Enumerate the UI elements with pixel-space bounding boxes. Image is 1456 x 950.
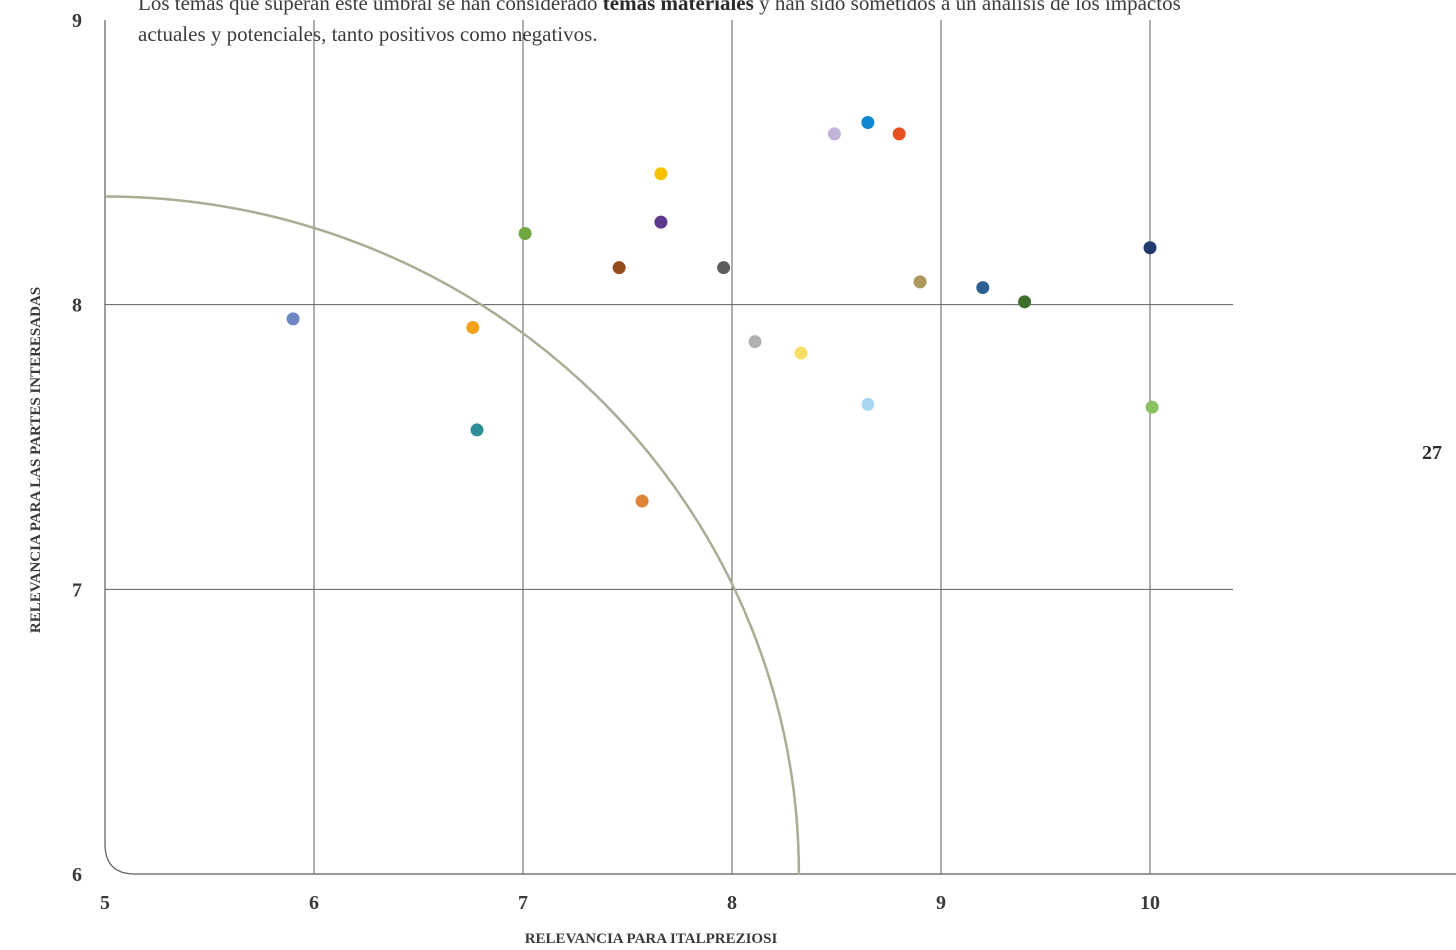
intro-text-1: Los temas que superan este umbral se han… [138, 0, 603, 15]
data-point-2 [466, 320, 480, 334]
data-point-3 [470, 423, 484, 437]
y-tick-label-7: 7 [72, 579, 82, 601]
data-point-19 [1143, 241, 1157, 255]
data-point-16 [913, 275, 927, 289]
materiality-threshold-curve [104, 195, 801, 875]
data-point-13 [861, 115, 875, 129]
y-tick-label-8: 8 [72, 295, 82, 317]
x-tick-label-9: 9 [936, 892, 946, 914]
x-tick-label-10: 10 [1140, 892, 1160, 914]
data-point-20 [1145, 400, 1159, 414]
x-tick-label-6: 6 [309, 892, 319, 914]
data-point-11 [794, 346, 808, 360]
data-point-8 [654, 215, 668, 229]
intro-bold-term: temas materiales [602, 0, 754, 15]
grid-lines [105, 20, 1233, 874]
data-point-6 [635, 494, 649, 508]
x-tick-label-5: 5 [100, 892, 110, 914]
data-point-14 [861, 397, 875, 411]
x-axis-label: RELEVANCIA PARA ITALPREZIOSI [525, 931, 778, 947]
x-tick-label-7: 7 [518, 892, 528, 914]
y-tick-label-6: 6 [72, 864, 82, 886]
data-point-18 [1018, 295, 1032, 309]
data-point-7 [654, 167, 668, 181]
y-axis-label: RELEVANCIA PARA LAS PARTES INTERESADAS [28, 287, 44, 633]
data-points [286, 115, 1159, 508]
data-point-12 [827, 127, 841, 141]
data-point-4 [518, 227, 532, 240]
intro-text-3: actuales y potenciales, tanto positivos … [138, 22, 598, 46]
data-point-10 [748, 335, 762, 349]
data-point-17 [976, 281, 990, 295]
data-point-15 [892, 127, 906, 141]
y-tick-label-9: 9 [72, 10, 82, 32]
page-number: 27 [1422, 442, 1442, 464]
x-tick-label-8: 8 [727, 892, 737, 914]
data-point-9 [717, 261, 731, 275]
axis-frame [104, 20, 1456, 875]
intro-paragraph: Los temas que superan este umbral se han… [138, 0, 1268, 50]
data-point-1 [286, 312, 300, 326]
intro-text-2: y han sido sometidos a un análisis de lo… [753, 0, 1181, 15]
data-point-5 [612, 261, 626, 275]
